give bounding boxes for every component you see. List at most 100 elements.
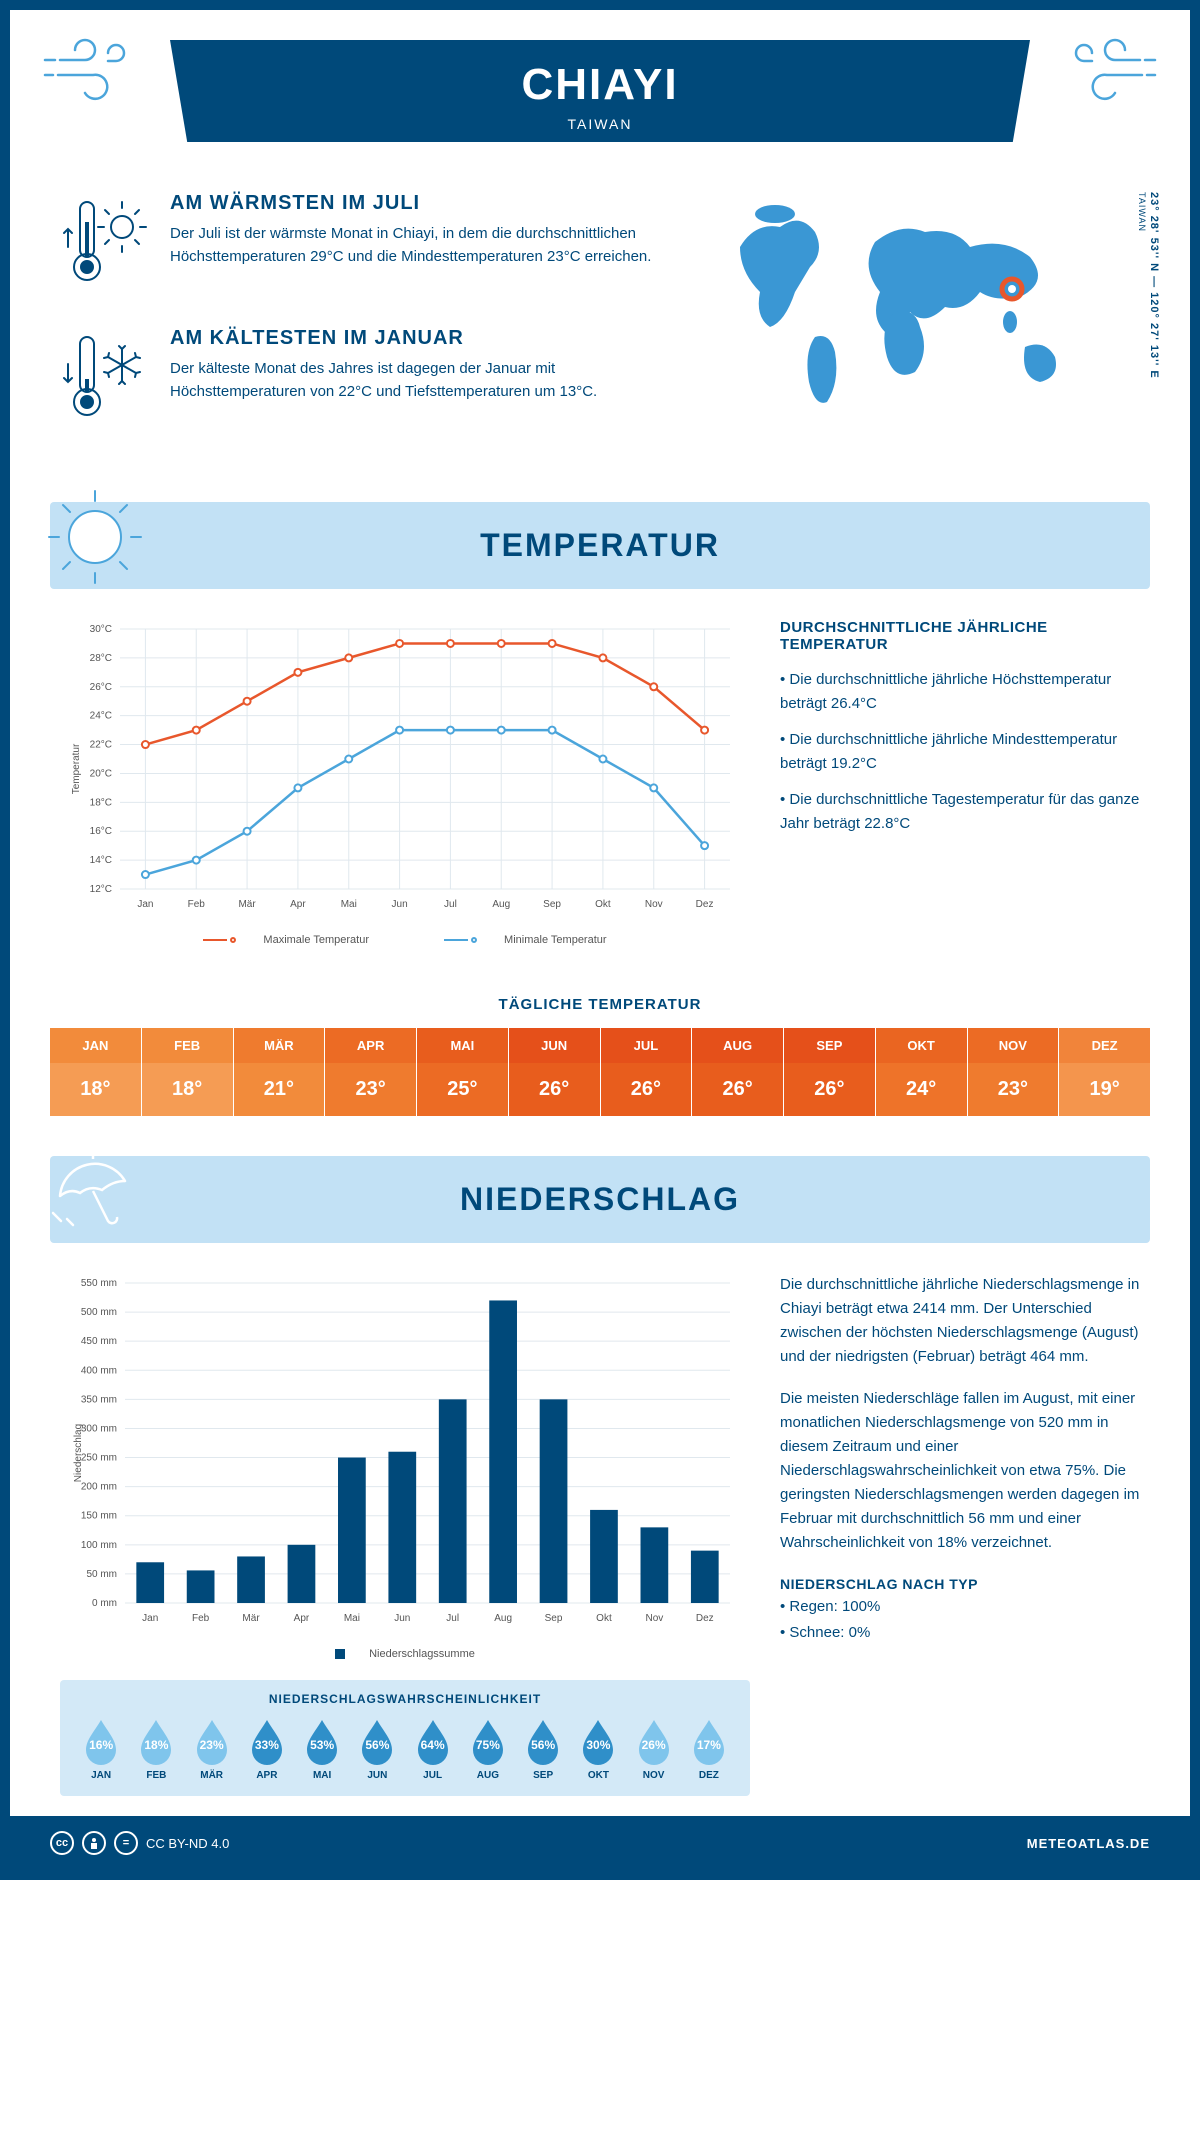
- probability-value: 26%: [628, 1738, 680, 1752]
- probability-cell: 56% JUN: [351, 1716, 403, 1781]
- fact-body: Der kälteste Monat des Jahres ist dagege…: [170, 358, 680, 403]
- svg-text:Jun: Jun: [392, 899, 408, 910]
- probability-value: 23%: [186, 1738, 238, 1752]
- svg-text:Jul: Jul: [444, 899, 457, 910]
- header: CHIAYI TAIWAN: [10, 10, 1190, 162]
- fact-title: AM KÄLTESTEN IM JANUAR: [170, 327, 680, 350]
- daily-cell: MAI25°: [417, 1028, 509, 1116]
- probability-cell: 75% AUG: [462, 1716, 514, 1781]
- svg-text:Jan: Jan: [137, 899, 153, 910]
- site-name: METEOATLAS.DE: [1027, 1836, 1150, 1851]
- svg-text:18°C: 18°C: [90, 797, 112, 808]
- daily-month: JAN: [50, 1028, 141, 1063]
- daily-cell: JUL26°: [601, 1028, 693, 1116]
- svg-text:Feb: Feb: [192, 1613, 210, 1624]
- probability-value: 17%: [683, 1738, 735, 1752]
- probability-cell: 53% MAI: [296, 1716, 348, 1781]
- svg-text:Dez: Dez: [696, 1613, 714, 1624]
- drop-icon: 53%: [296, 1716, 348, 1766]
- probability-value: 75%: [462, 1738, 514, 1752]
- drop-icon: 75%: [462, 1716, 514, 1766]
- fact-warmest: AM WÄRMSTEN IM JULI Der Juli ist der wär…: [60, 192, 680, 297]
- svg-text:Mai: Mai: [344, 1613, 360, 1624]
- daily-month: SEP: [784, 1028, 875, 1063]
- fact-body: Der Juli ist der wärmste Monat in Chiayi…: [170, 223, 680, 268]
- svg-text:Jan: Jan: [142, 1613, 158, 1624]
- svg-text:Mär: Mär: [238, 899, 256, 910]
- license: cc = CC BY-ND 4.0: [50, 1831, 229, 1855]
- daily-cell: APR23°: [325, 1028, 417, 1116]
- drop-icon: 23%: [186, 1716, 238, 1766]
- svg-text:24°C: 24°C: [90, 711, 112, 722]
- daily-cell: OKT24°: [876, 1028, 968, 1116]
- city-name: CHIAYI: [170, 60, 1030, 110]
- daily-month: APR: [325, 1028, 416, 1063]
- svg-text:350 mm: 350 mm: [81, 1394, 117, 1405]
- daily-cell: JAN18°: [50, 1028, 142, 1116]
- daily-month: AUG: [692, 1028, 783, 1063]
- svg-text:Nov: Nov: [645, 1613, 663, 1624]
- coordinates: 23° 28' 53'' N — 120° 27' 13'' E TAIWAN: [1136, 192, 1160, 379]
- svg-text:Jun: Jun: [394, 1613, 410, 1624]
- daily-month: DEZ: [1059, 1028, 1150, 1063]
- probability-cell: 33% APR: [241, 1716, 293, 1781]
- svg-text:Apr: Apr: [290, 899, 306, 910]
- probability-value: 64%: [407, 1738, 459, 1752]
- daily-cell: MÄR21°: [234, 1028, 326, 1116]
- world-map: 23° 28' 53'' N — 120° 27' 13'' E TAIWAN: [720, 192, 1140, 462]
- umbrella-icon: [45, 1141, 140, 1241]
- footer: cc = CC BY-ND 4.0 METEOATLAS.DE: [10, 1816, 1190, 1870]
- probability-value: 18%: [130, 1738, 182, 1752]
- svg-text:Aug: Aug: [492, 899, 510, 910]
- probability-month: MÄR: [186, 1770, 238, 1781]
- daily-month: MAI: [417, 1028, 508, 1063]
- svg-text:Nov: Nov: [645, 899, 663, 910]
- svg-text:550 mm: 550 mm: [81, 1278, 117, 1289]
- svg-text:100 mm: 100 mm: [81, 1540, 117, 1551]
- fact-title: AM WÄRMSTEN IM JULI: [170, 192, 680, 215]
- daily-value: 26°: [692, 1063, 783, 1116]
- daily-month: MÄR: [234, 1028, 325, 1063]
- daily-value: 19°: [1059, 1063, 1150, 1116]
- daily-month: OKT: [876, 1028, 967, 1063]
- probability-month: APR: [241, 1770, 293, 1781]
- daily-temp-table: JAN18°FEB18°MÄR21°APR23°MAI25°JUN26°JUL2…: [50, 1028, 1150, 1116]
- daily-cell: NOV23°: [968, 1028, 1060, 1116]
- probability-cell: 17% DEZ: [683, 1716, 735, 1781]
- daily-cell: AUG26°: [692, 1028, 784, 1116]
- svg-text:300 mm: 300 mm: [81, 1423, 117, 1434]
- sun-icon: [45, 487, 145, 592]
- svg-text:Okt: Okt: [596, 1613, 612, 1624]
- daily-value: 24°: [876, 1063, 967, 1116]
- probability-cell: 18% FEB: [130, 1716, 182, 1781]
- temperature-summary: DURCHSCHNITTLICHE JÄHRLICHE TEMPERATUR •…: [780, 619, 1140, 946]
- svg-text:150 mm: 150 mm: [81, 1511, 117, 1522]
- wind-icon: [40, 35, 135, 115]
- probability-month: SEP: [517, 1770, 569, 1781]
- daily-value: 26°: [784, 1063, 875, 1116]
- daily-cell: SEP26°: [784, 1028, 876, 1116]
- probability-month: DEZ: [683, 1770, 735, 1781]
- svg-text:Sep: Sep: [543, 899, 561, 910]
- fact-coldest: AM KÄLTESTEN IM JANUAR Der kälteste Mona…: [60, 327, 680, 432]
- probability-value: 56%: [517, 1738, 569, 1752]
- daily-value: 26°: [601, 1063, 692, 1116]
- probability-month: MAI: [296, 1770, 348, 1781]
- svg-text:Sep: Sep: [545, 1613, 563, 1624]
- svg-text:Temperatur: Temperatur: [71, 743, 82, 794]
- probability-month: FEB: [130, 1770, 182, 1781]
- probability-cell: 23% MÄR: [186, 1716, 238, 1781]
- probability-month: OKT: [572, 1770, 624, 1781]
- drop-icon: 16%: [75, 1716, 127, 1766]
- probability-month: AUG: [462, 1770, 514, 1781]
- daily-cell: FEB18°: [142, 1028, 234, 1116]
- svg-text:Okt: Okt: [595, 899, 611, 910]
- svg-text:Dez: Dez: [696, 899, 714, 910]
- probability-cell: 16% JAN: [75, 1716, 127, 1781]
- svg-text:Niederschlag: Niederschlag: [73, 1424, 84, 1482]
- probability-value: 30%: [572, 1738, 624, 1752]
- probability-cell: 64% JUL: [407, 1716, 459, 1781]
- svg-text:26°C: 26°C: [90, 682, 112, 693]
- svg-text:Apr: Apr: [294, 1613, 310, 1624]
- drop-icon: 56%: [351, 1716, 403, 1766]
